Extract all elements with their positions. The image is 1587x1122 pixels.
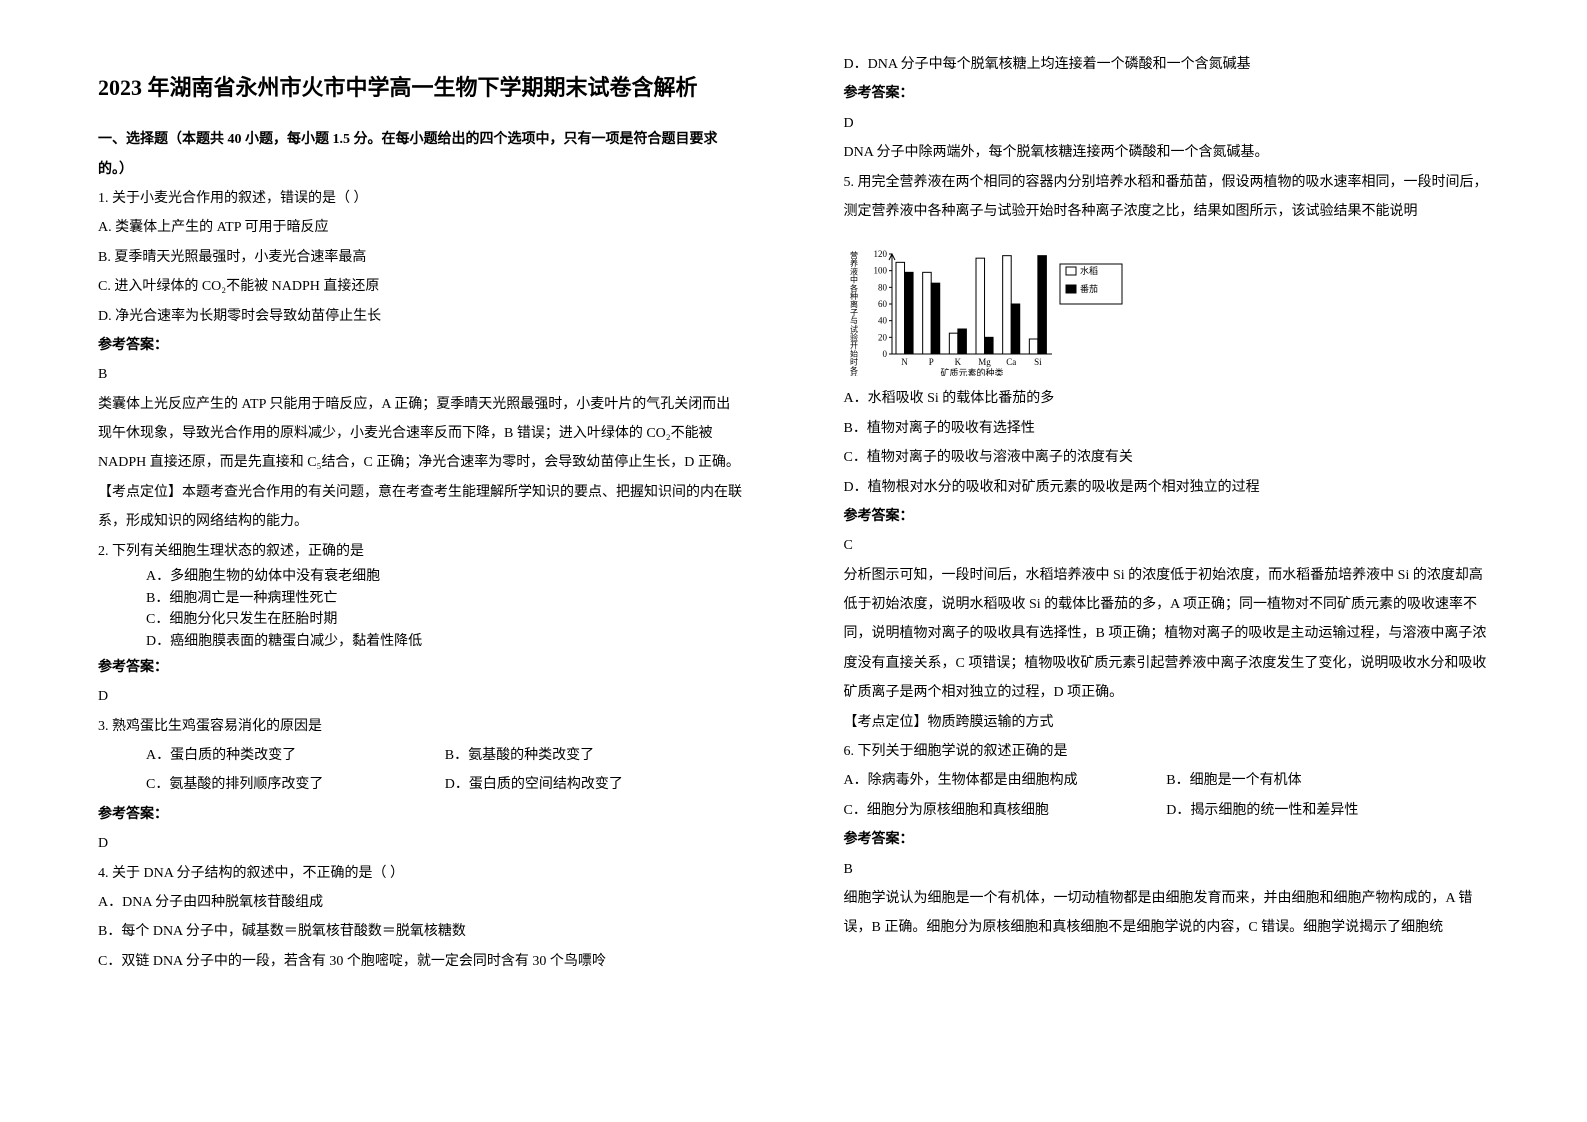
q3-answer: D [98, 829, 744, 858]
q1-opt-c: C. 进入叶绿体的 CO₂不能被 NADPH 直接还原 [98, 272, 744, 301]
exam-title: 2023 年湖南省永州市火市中学高一生物下学期期末试卷含解析 [98, 70, 744, 105]
q6-opt-a: A．除病毒外，生物体都是由细胞构成 [844, 766, 1167, 795]
svg-text:K: K [954, 357, 961, 367]
svg-text:60: 60 [878, 299, 888, 309]
bar-chart-svg: 020406080100120营养液中各种离子与试验开始时各种离子浓度之比(%)… [844, 236, 1134, 376]
svg-text:Ca: Ca [1006, 357, 1016, 367]
q4-opt-a: A．DNA 分子由四种脱氧核苷酸组成 [98, 888, 744, 917]
q2-answer: D [98, 682, 744, 711]
svg-text:0: 0 [882, 349, 887, 359]
q6-answer: B [844, 855, 1490, 884]
q4-stem: 4. 关于 DNA 分子结构的叙述中，不正确的是（ ） [98, 859, 744, 888]
svg-text:种: 种 [850, 373, 858, 376]
q5-opt-b: B．植物对离子的吸收有选择性 [844, 414, 1490, 443]
q5-opt-d: D．植物根对水分的吸收和对矿质元素的吸收是两个相对独立的过程 [844, 473, 1490, 502]
q5-answer: C [844, 531, 1490, 560]
svg-text:80: 80 [878, 283, 888, 293]
svg-text:N: N [901, 357, 908, 367]
svg-text:Si: Si [1034, 357, 1042, 367]
q1-explanation: 类囊体上光反应产生的 ATP 只能用于暗反应，A 正确；夏季晴天光照最强时，小麦… [98, 390, 744, 478]
svg-text:水稻: 水稻 [1080, 265, 1098, 276]
q5-explanation: 分析图示可知，一段时间后，水稻培养液中 Si 的浓度低于初始浓度，而水稻番茄培养… [844, 561, 1490, 708]
q5-opt-a: A．水稻吸收 Si 的载体比番茄的多 [844, 384, 1490, 413]
q5-chart: 020406080100120营养液中各种离子与试验开始时各种离子浓度之比(%)… [844, 236, 1490, 376]
q6-stem: 6. 下列关于细胞学说的叙述正确的是 [844, 737, 1490, 766]
q3-opt-d: D．蛋白质的空间结构改变了 [445, 770, 744, 799]
q5-opt-c: C．植物对离子的吸收与溶液中离子的浓度有关 [844, 443, 1490, 472]
q6-opt-c: C．细胞分为原核细胞和真核细胞 [844, 796, 1167, 825]
q1-opt-b: B. 夏季晴天光照最强时，小麦光合速率最高 [98, 243, 744, 272]
right-column: D．DNA 分子中每个脱氧核糖上均连接着一个磷酸和一个含氮碱基 参考答案： D … [794, 0, 1587, 1122]
q1-answer-label: 参考答案： [98, 331, 744, 360]
q4-answer: D [844, 109, 1490, 138]
q2-opt-d: D．癌细胞膜表面的糖蛋白减少，黏着性降低 [98, 631, 744, 653]
q1-stem: 1. 关于小麦光合作用的叙述，错误的是（ ） [98, 184, 744, 213]
q5-answer-label: 参考答案： [844, 502, 1490, 531]
q6-opt-b: B．细胞是一个有机体 [1166, 766, 1489, 795]
q2-opt-c: C．细胞分化只发生在胚胎时期 [98, 609, 744, 631]
q4-opt-b: B．每个 DNA 分子中，碱基数＝脱氧核苷酸数＝脱氧核糖数 [98, 917, 744, 946]
q2-answer-label: 参考答案： [98, 653, 744, 682]
svg-text:120: 120 [873, 249, 887, 259]
q4-answer-label: 参考答案： [844, 79, 1490, 108]
q3-opt-a: A．蛋白质的种类改变了 [146, 741, 445, 770]
svg-text:Mg: Mg [978, 357, 991, 367]
q4-explanation: DNA 分子中除两端外，每个脱氧核糖连接两个磷酸和一个含氮碱基。 [844, 138, 1490, 167]
q4-opt-d: D．DNA 分子中每个脱氧核糖上均连接着一个磷酸和一个含氮碱基 [844, 50, 1490, 79]
q1-explanation-2: 【考点定位】本题考查光合作用的有关问题，意在考查考生能理解所学知识的要点、把握知… [98, 478, 744, 537]
q3-answer-label: 参考答案： [98, 800, 744, 829]
svg-text:40: 40 [878, 316, 888, 326]
q5-explanation-2: 【考点定位】物质跨膜运输的方式 [844, 708, 1490, 737]
q2-stem: 2. 下列有关细胞生理状态的叙述，正确的是 [98, 537, 744, 566]
q1-opt-d: D. 净光合速率为长期零时会导致幼苗停止生长 [98, 302, 744, 331]
svg-text:20: 20 [878, 333, 888, 343]
q3-opt-c: C．氨基酸的排列顺序改变了 [146, 770, 445, 799]
svg-text:P: P [928, 357, 933, 367]
q1-answer: B [98, 360, 744, 389]
q4-opt-c: C．双链 DNA 分子中的一段，若含有 30 个胞嘧啶，就一定会同时含有 30 … [98, 947, 744, 976]
q2-opt-a: A．多细胞生物的幼体中没有衰老细胞 [98, 566, 744, 588]
left-column: 2023 年湖南省永州市火市中学高一生物下学期期末试卷含解析 一、选择题（本题共… [0, 0, 794, 1122]
q2-opt-b: B．细胞凋亡是一种病理性死亡 [98, 588, 744, 610]
svg-text:矿质元素的种类: 矿质元素的种类 [940, 367, 1003, 376]
q6-opt-d: D．揭示细胞的统一性和差异性 [1166, 796, 1489, 825]
svg-text:番茄: 番茄 [1080, 283, 1098, 294]
section-1-header: 一、选择题（本题共 40 小题，每小题 1.5 分。在每小题给出的四个选项中，只… [98, 125, 744, 184]
svg-text:100: 100 [873, 266, 887, 276]
q6-explanation: 细胞学说认为细胞是一个有机体，一切动植物都是由细胞发育而来，并由细胞和细胞产物构… [844, 884, 1490, 943]
q3-opt-b: B．氨基酸的种类改变了 [445, 741, 744, 770]
q3-stem: 3. 熟鸡蛋比生鸡蛋容易消化的原因是 [98, 712, 744, 741]
q6-answer-label: 参考答案： [844, 825, 1490, 854]
q1-opt-a: A. 类囊体上产生的 ATP 可用于暗反应 [98, 213, 744, 242]
q5-stem: 5. 用完全营养液在两个相同的容器内分别培养水稻和番茄苗，假设两植物的吸水速率相… [844, 168, 1490, 227]
